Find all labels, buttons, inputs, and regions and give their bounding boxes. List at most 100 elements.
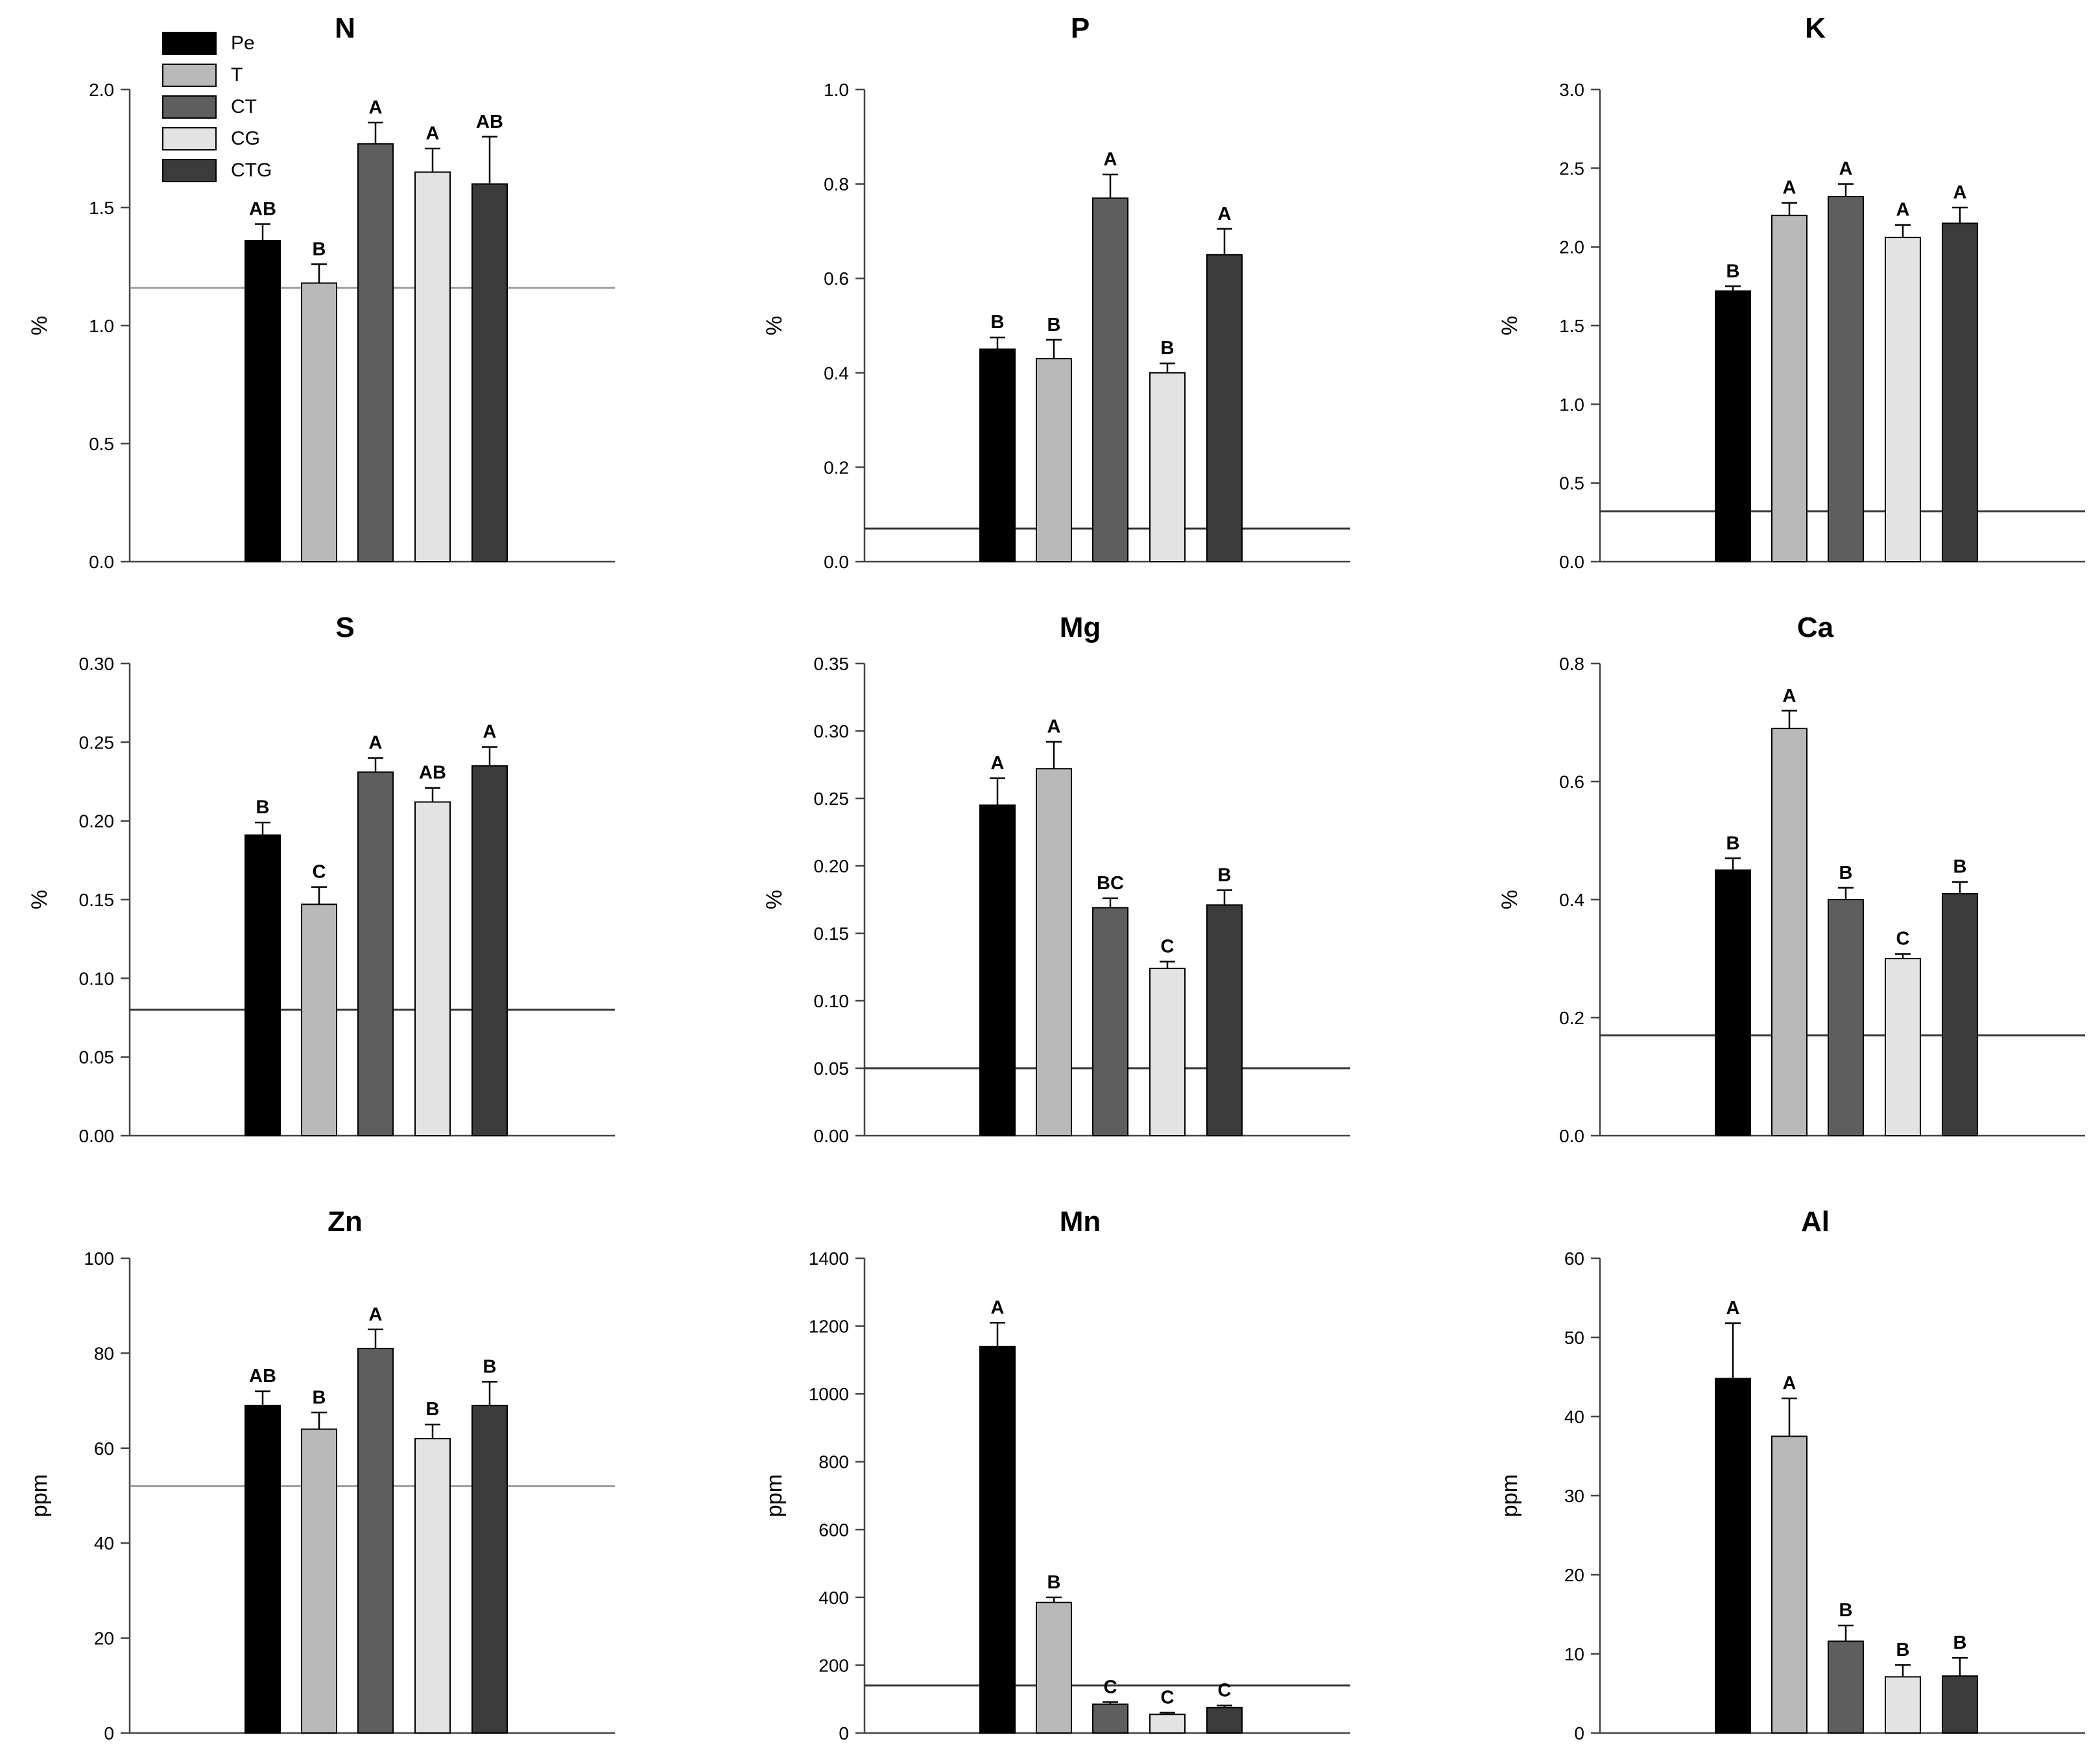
bar-ctg: [1206, 254, 1243, 562]
y-tick-label: 60: [1564, 1249, 1584, 1269]
y-tick-label: 0.00: [79, 1126, 115, 1146]
legend-swatch: [162, 31, 217, 55]
bar-ct: [1828, 196, 1864, 563]
y-tick-label: 0.05: [79, 1047, 115, 1068]
y-axis-label: %: [27, 890, 52, 909]
y-tick-label: 0.4: [824, 363, 849, 383]
legend-label: CG: [231, 127, 260, 149]
significance-letter: B: [1047, 1572, 1061, 1593]
legend: Pe T CT CG CTG: [162, 27, 272, 186]
significance-letter: B: [483, 1356, 497, 1377]
significance-letter: BC: [1097, 873, 1124, 894]
significance-letter: A: [1896, 200, 1910, 221]
y-tick-label: 0.20: [814, 856, 850, 876]
bar-pe: [245, 239, 281, 562]
y-tick-label: 0.10: [814, 991, 850, 1011]
panel-title: S: [335, 612, 354, 643]
panel-title: Mn: [1060, 1206, 1101, 1238]
y-tick-label: 0.30: [79, 654, 115, 674]
y-tick-label: 400: [818, 1588, 849, 1608]
y-tick-label: 0: [104, 1723, 114, 1743]
y-tick-label: 20: [94, 1629, 114, 1649]
legend-label: CT: [231, 95, 257, 117]
bar-ct: [357, 1348, 394, 1734]
y-tick-label: 0.8: [1559, 654, 1584, 674]
y-tick-label: 0.25: [79, 732, 115, 752]
significance-letter: B: [1726, 833, 1740, 854]
panel-s: S% 0.00 0.05 0.10 0.15 0.20 0.25 0.30 B C A AB A: [27, 612, 615, 1146]
panel-title: N: [335, 12, 355, 44]
bar-pe: [979, 804, 1016, 1137]
significance-letter: A: [369, 97, 383, 118]
y-tick-label: 0.6: [1559, 772, 1584, 792]
significance-letter: B: [1953, 1632, 1967, 1653]
significance-letter: B: [991, 312, 1005, 333]
y-tick-label: 30: [1564, 1486, 1584, 1506]
significance-letter: B: [313, 239, 326, 259]
bar-ct: [1828, 899, 1864, 1136]
panel-n: N% 0.0 0.5 1.0 1.5 2.0 AB B A A AB: [27, 12, 615, 572]
significance-letter: A: [1783, 686, 1796, 706]
y-tick-label: 80: [94, 1343, 114, 1363]
bar-t: [1036, 768, 1072, 1136]
legend-item-ctg: CTG: [162, 154, 272, 186]
significance-letter: C: [1161, 1688, 1175, 1708]
significance-letter: A: [1218, 204, 1232, 224]
y-tick-label: 1.0: [1559, 394, 1584, 414]
significance-letter: A: [1726, 1298, 1740, 1319]
bar-ct: [357, 771, 394, 1136]
bar-cg: [1149, 1714, 1186, 1734]
y-tick-label: 40: [1564, 1407, 1584, 1427]
y-tick-label: 0.0: [1559, 552, 1584, 572]
y-tick-label: 0.20: [79, 811, 115, 831]
significance-letter: A: [1104, 149, 1117, 170]
significance-letter: AB: [476, 112, 503, 132]
significance-letter: B: [1047, 315, 1061, 335]
panel-p: P% 0.0 0.2 0.4 0.6 0.8 1.0 B B A B A: [762, 12, 1350, 572]
y-axis-label: ppm: [27, 1474, 52, 1517]
significance-letter: C: [1104, 1677, 1117, 1697]
bar-t: [1771, 1435, 1808, 1734]
panel-title: K: [1805, 12, 1826, 44]
y-tick-label: 1400: [809, 1249, 849, 1269]
y-axis-label: %: [762, 316, 787, 335]
legend-swatch: [162, 158, 217, 182]
y-tick-label: 100: [84, 1249, 114, 1269]
significance-letter: A: [369, 1304, 383, 1325]
significance-letter: C: [1161, 937, 1175, 957]
bar-ct: [357, 143, 394, 563]
y-axis-label: ppm: [1497, 1474, 1522, 1517]
y-tick-label: 2.5: [1559, 158, 1584, 178]
bar-pe: [979, 1345, 1016, 1734]
legend-swatch: [162, 126, 217, 150]
bar-cg: [1885, 958, 1921, 1136]
panel-title: P: [1071, 12, 1090, 44]
y-tick-label: 0.0: [824, 552, 849, 572]
y-tick-label: 20: [1564, 1565, 1584, 1585]
y-tick-label: 0.4: [1559, 890, 1584, 910]
legend-label: Pe: [231, 32, 255, 54]
y-tick-label: 0.15: [79, 890, 115, 910]
bar-t: [1036, 357, 1072, 563]
legend-swatch: [162, 63, 217, 87]
y-tick-label: 0: [839, 1723, 849, 1743]
significance-letter: A: [426, 123, 440, 144]
bar-cg: [1885, 237, 1921, 562]
significance-letter: AB: [419, 763, 446, 783]
y-tick-label: 0.05: [814, 1058, 850, 1079]
panel-title: Ca: [1797, 612, 1834, 643]
y-axis-label: %: [27, 316, 52, 335]
significance-letter: A: [991, 753, 1005, 774]
significance-letter: A: [1783, 178, 1796, 198]
legend-label: T: [231, 64, 243, 86]
y-axis-label: ppm: [762, 1474, 787, 1517]
y-axis-label: %: [1497, 890, 1522, 909]
y-tick-label: 1.0: [824, 80, 849, 100]
bar-cg: [414, 1438, 451, 1734]
y-tick-label: 3.0: [1559, 80, 1584, 100]
y-tick-label: 0.15: [814, 924, 850, 944]
bar-ctg: [471, 183, 508, 563]
bar-ctg: [1206, 1706, 1243, 1734]
legend-item-ct: CT: [162, 91, 272, 123]
bar-ct: [1828, 1640, 1864, 1734]
